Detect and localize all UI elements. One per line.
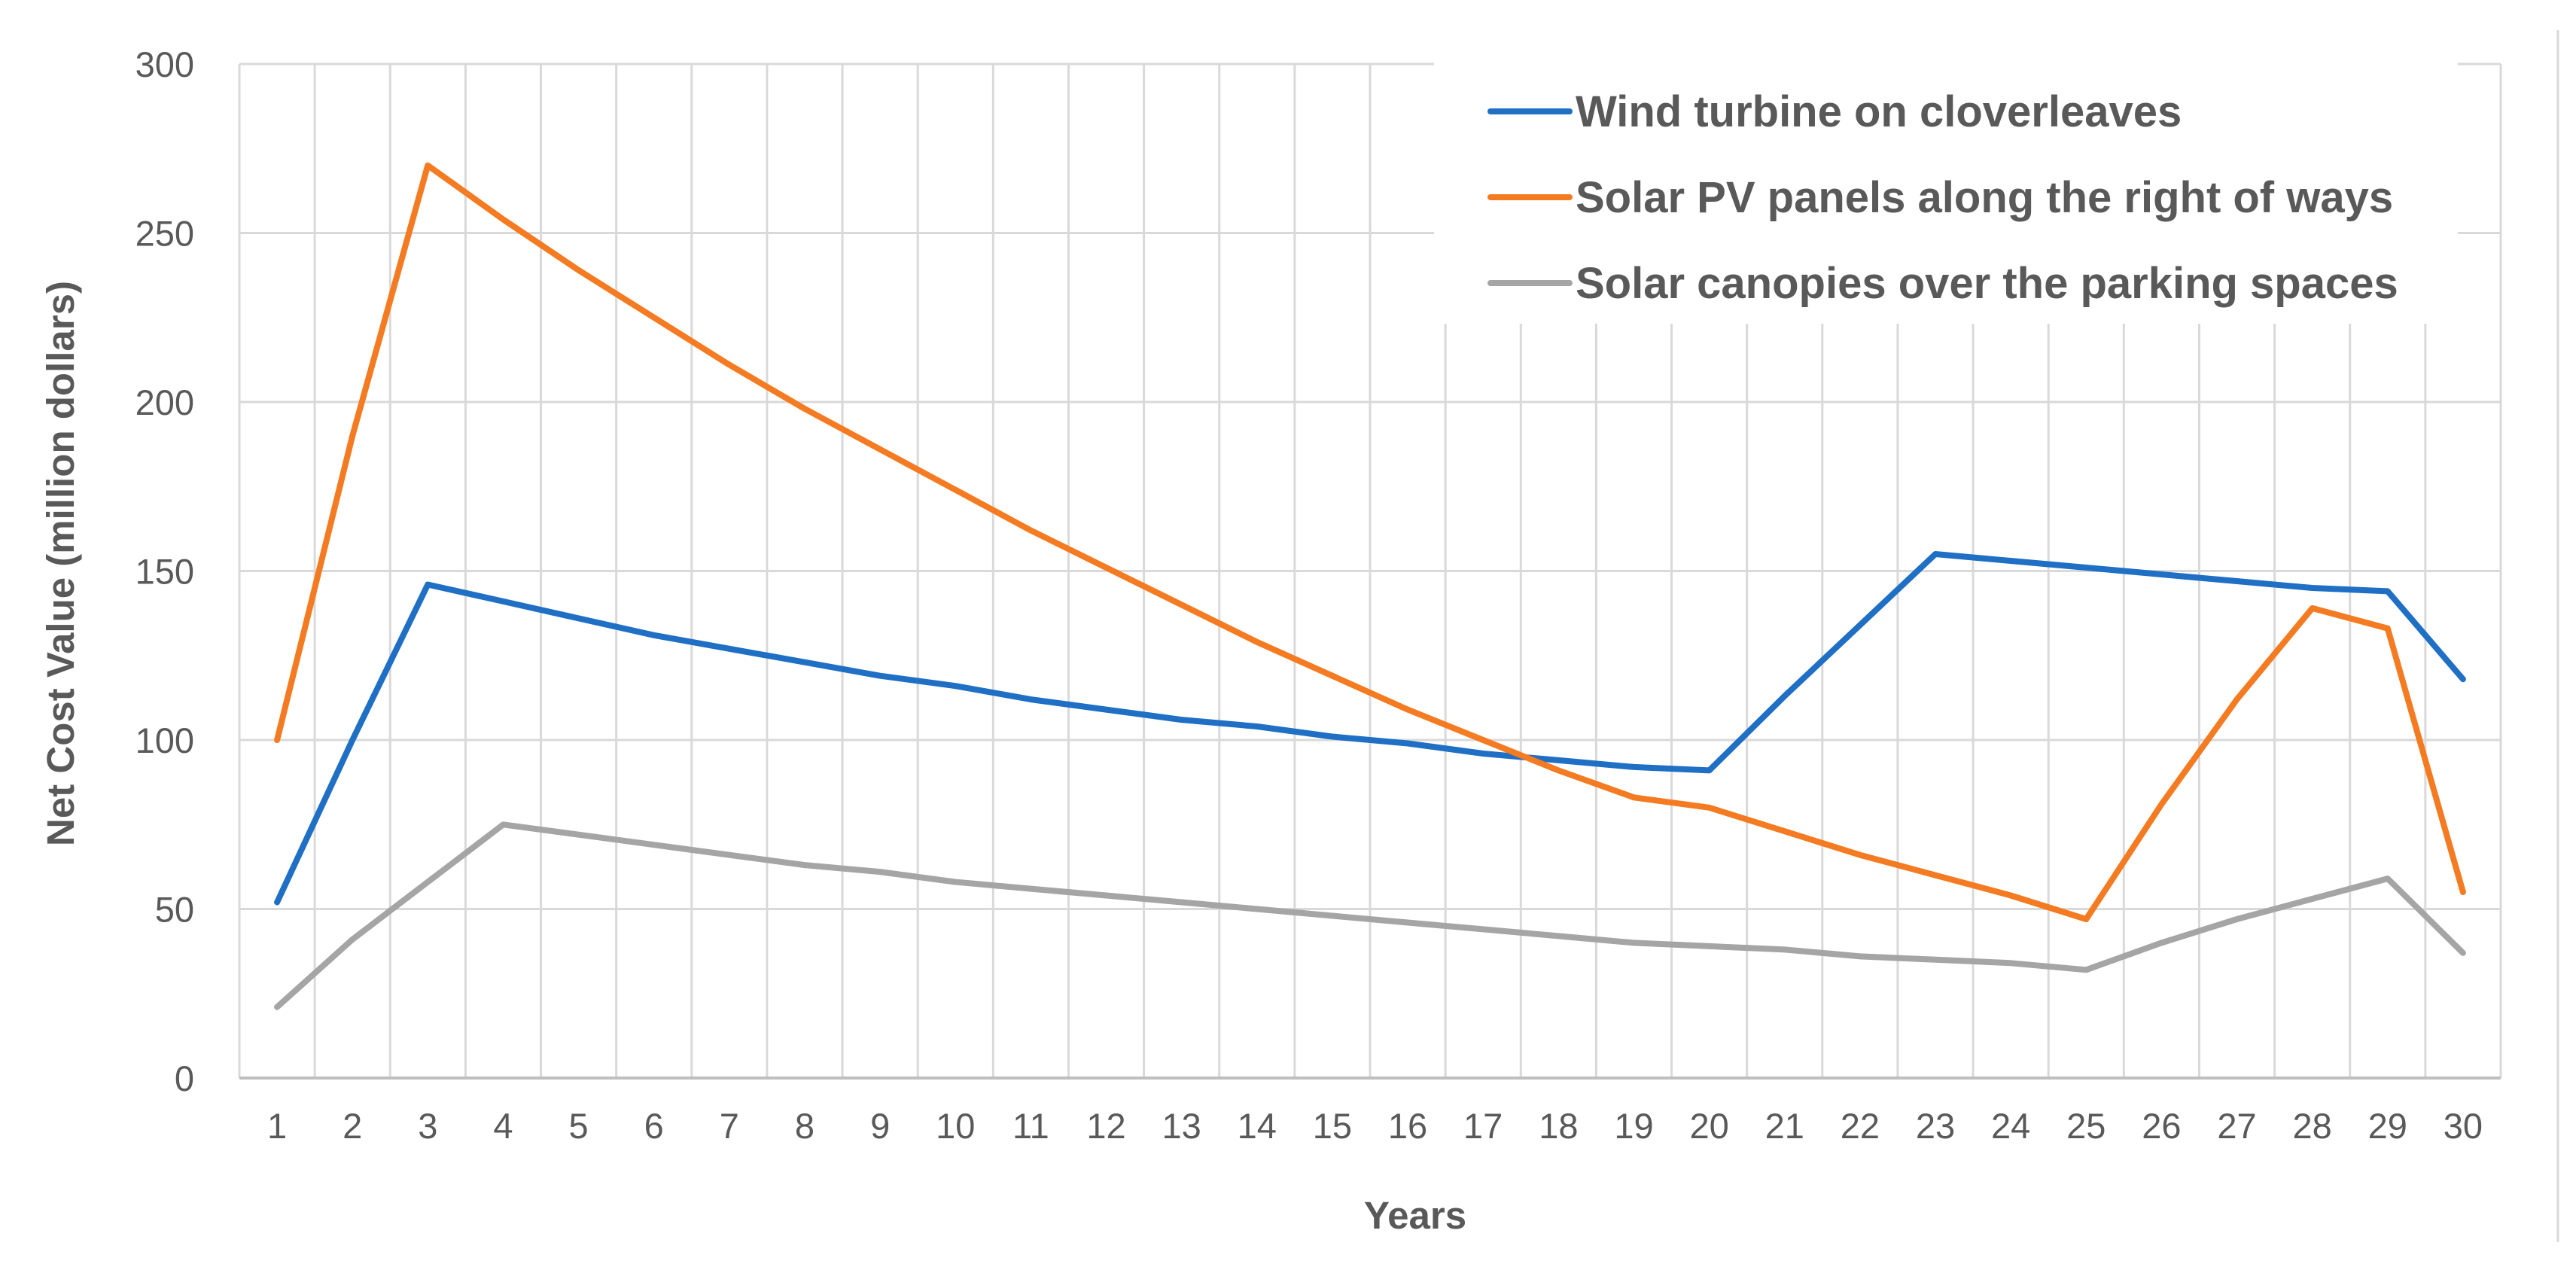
x-tick-label: 10 <box>936 1106 975 1146</box>
x-tick-label: 11 <box>1012 1106 1049 1146</box>
x-tick-label: 6 <box>644 1106 664 1146</box>
y-tick-label: 250 <box>135 214 194 254</box>
x-tick-label: 17 <box>1463 1106 1503 1146</box>
x-tick-label: 13 <box>1162 1106 1201 1146</box>
y-tick-label: 200 <box>135 382 194 422</box>
y-tick-label: 0 <box>175 1058 194 1098</box>
x-tick-label: 8 <box>795 1106 815 1146</box>
x-tick-label: 5 <box>569 1106 589 1146</box>
x-tick-label: 21 <box>1765 1106 1804 1146</box>
x-tick-label: 25 <box>2066 1106 2106 1146</box>
x-tick-label: 7 <box>720 1106 739 1146</box>
x-tick-label: 2 <box>343 1106 362 1146</box>
x-tick-label: 29 <box>2368 1106 2407 1146</box>
x-axis-title: Years <box>1364 1194 1466 1237</box>
y-tick-label: 100 <box>135 720 194 760</box>
y-tick-label: 300 <box>135 44 194 84</box>
series-line-3 <box>274 821 2466 1010</box>
legend: Wind turbine on cloverleaves Solar PV pan… <box>1434 56 2458 324</box>
x-tick-label: 30 <box>2444 1106 2483 1146</box>
x-tick-label: 9 <box>870 1106 890 1146</box>
x-tick-label: 14 <box>1238 1106 1277 1146</box>
x-tick-label: 26 <box>2142 1106 2181 1146</box>
y-tick-label: 50 <box>155 890 194 930</box>
legend-label: Wind turbine on cloverleaves <box>1576 87 2182 136</box>
legend-label: Solar PV panels along the right of ways <box>1576 173 2393 222</box>
y-axis-title: Net Cost Value (million dollars) <box>39 281 82 846</box>
legend-label: Solar canopies over the parking spaces <box>1576 259 2398 308</box>
data-series <box>274 162 2466 1010</box>
x-tick-label: 3 <box>418 1106 437 1146</box>
x-tick-label: 19 <box>1614 1106 1653 1146</box>
x-tick-label: 12 <box>1086 1106 1125 1146</box>
x-tick-label: 1 <box>267 1106 287 1146</box>
x-tick-label: 28 <box>2293 1106 2332 1146</box>
x-tick-label: 23 <box>1916 1106 1955 1146</box>
x-tick-label: 24 <box>1991 1106 2030 1146</box>
legend-box <box>1434 56 2458 324</box>
gridlines <box>238 62 2502 1080</box>
x-tick-label: 4 <box>493 1106 513 1146</box>
x-tick-label: 20 <box>1689 1106 1728 1146</box>
x-tick-label: 16 <box>1388 1106 1427 1146</box>
x-tick-label: 22 <box>1841 1106 1880 1146</box>
series-line-1 <box>274 551 2466 906</box>
x-tick-label: 18 <box>1539 1106 1578 1146</box>
x-tick-label: 15 <box>1313 1106 1352 1146</box>
series-line-2 <box>274 162 2466 922</box>
x-tick-label: 27 <box>2217 1106 2256 1146</box>
y-tick-label: 150 <box>135 552 194 592</box>
